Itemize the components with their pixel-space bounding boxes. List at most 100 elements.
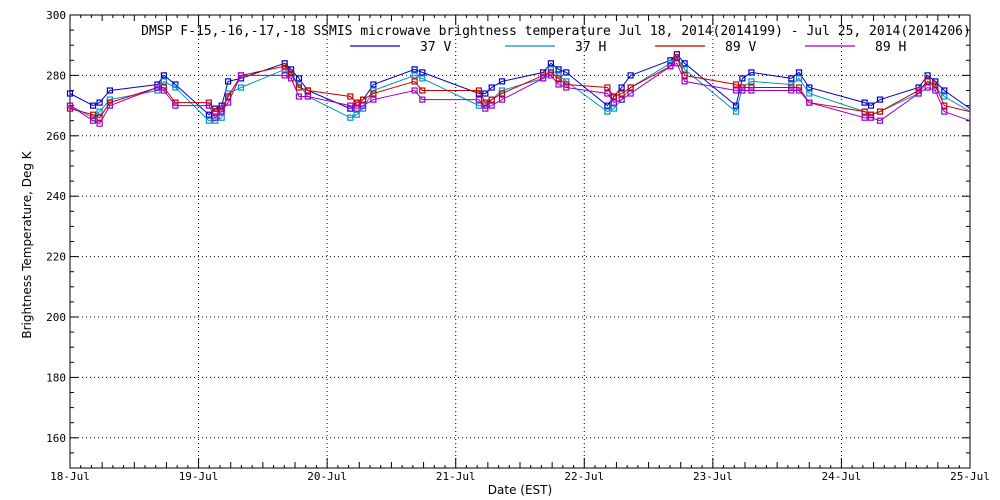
legend-label: 89 H: [875, 40, 906, 55]
data-point: [360, 96, 367, 103]
data-point: [225, 78, 232, 85]
data-point: [89, 117, 97, 124]
data-point: [806, 84, 813, 91]
legend-item: 37 V: [350, 40, 451, 55]
data-point: [419, 96, 426, 103]
y-tick-label: 300: [46, 9, 66, 22]
data-point: [627, 90, 634, 97]
y-tick-label: 180: [46, 371, 66, 384]
data-point: [732, 102, 740, 109]
data-point: [732, 108, 740, 115]
data-point: [411, 78, 418, 85]
y-tick-label: 240: [46, 190, 66, 203]
data-point: [876, 117, 884, 124]
data-point: [915, 90, 922, 97]
data-point: [96, 120, 103, 127]
x-tick-label: 20-Jul: [307, 470, 347, 483]
data-point: [788, 87, 795, 94]
data-point: [353, 99, 360, 106]
data-point: [295, 93, 302, 100]
data-point: [732, 81, 740, 88]
data-point: [411, 66, 418, 73]
data-point: [748, 87, 755, 94]
data-point: [604, 84, 611, 91]
data-point: [555, 75, 562, 82]
data-point: [627, 84, 634, 91]
data-point: [604, 108, 611, 115]
data-point: [876, 96, 884, 103]
data-point: [673, 54, 681, 61]
data-point: [482, 99, 489, 106]
data-point: [96, 114, 103, 121]
data-point: [419, 69, 426, 76]
y-tick-label: 220: [46, 251, 66, 264]
data-point: [924, 84, 931, 91]
data-point: [419, 87, 426, 94]
data-point: [411, 87, 418, 94]
data-point: [861, 114, 868, 121]
data-point: [748, 69, 755, 76]
data-point: [172, 84, 179, 91]
data-point: [96, 99, 103, 106]
legend-item: 89 H: [805, 40, 906, 55]
data-point: [281, 72, 288, 79]
data-point: [488, 102, 495, 109]
y-tick-label: 160: [46, 432, 66, 445]
data-point: [555, 81, 562, 88]
data-point: [610, 99, 618, 106]
y-tick-label: 280: [46, 69, 66, 82]
data-point: [748, 78, 755, 85]
data-point: [281, 63, 288, 70]
series-89-h: [66, 60, 971, 127]
plot-frame: [69, 14, 971, 469]
data-point: [304, 93, 311, 100]
data-point: [419, 75, 426, 82]
data-point: [370, 81, 377, 88]
data-point: [205, 117, 212, 124]
data-point: [498, 90, 506, 97]
data-point: [353, 111, 360, 118]
data-point: [411, 72, 418, 79]
data-point: [488, 96, 495, 103]
data-point: [475, 87, 482, 94]
x-tick-label: 25-Jul: [950, 470, 990, 483]
data-point: [739, 75, 746, 82]
data-point: [555, 66, 562, 73]
data-point: [288, 69, 295, 76]
data-point: [475, 96, 482, 103]
data-point: [295, 84, 302, 91]
y-tick-label: 260: [46, 130, 66, 143]
data-point: [547, 72, 555, 79]
data-point: [941, 93, 948, 100]
data-point: [941, 108, 948, 115]
data-point: [160, 78, 167, 85]
data-point: [225, 99, 232, 106]
data-point: [205, 111, 212, 118]
legend: 37 V 37 H 89 V 89 H: [350, 40, 906, 55]
data-point: [347, 93, 354, 100]
data-point: [370, 96, 377, 103]
data-point: [627, 72, 634, 79]
data-point: [172, 102, 179, 109]
data-point: [212, 114, 219, 121]
data-point: [618, 84, 625, 91]
x-tick-label: 19-Jul: [179, 470, 219, 483]
data-point: [160, 87, 167, 94]
data-point: [604, 90, 611, 97]
data-point: [106, 102, 114, 109]
data-point: [66, 102, 74, 109]
data-point: [288, 75, 295, 82]
data-point: [218, 114, 225, 121]
data-point: [205, 102, 212, 109]
data-point: [924, 78, 931, 85]
data-point: [795, 87, 803, 94]
data-point: [604, 102, 611, 109]
x-tick-label: 21-Jul: [436, 470, 476, 483]
data-point: [498, 96, 506, 103]
legend-label: 37 H: [575, 40, 606, 55]
data-point: [861, 99, 868, 106]
data-point: [353, 105, 360, 112]
data-point: [482, 90, 489, 97]
x-tick-label: 22-Jul: [564, 470, 604, 483]
